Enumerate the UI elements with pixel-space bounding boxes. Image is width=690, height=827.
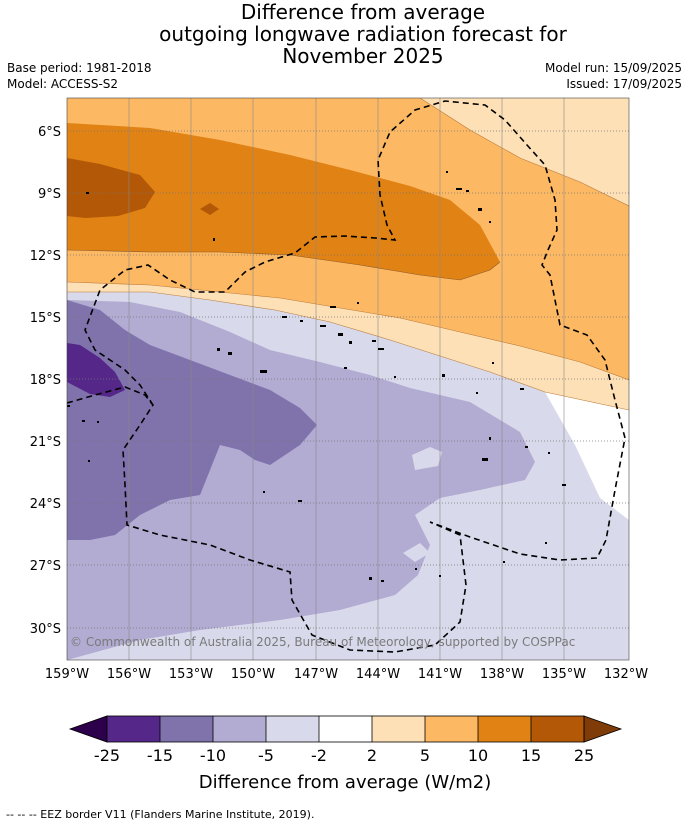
- colorbar-swatch: [266, 716, 319, 742]
- colorbar-swatch: [213, 716, 266, 742]
- lat-label: 12°S: [30, 249, 61, 264]
- colorbar-extend-high: [583, 715, 623, 743]
- model-run: Model run: 15/09/2025: [544, 61, 682, 75]
- map-area: © Commonwealth of Australia 2025, Bureau…: [67, 98, 629, 660]
- lon-label: 144°W: [356, 667, 400, 682]
- lon-label: 135°W: [542, 667, 586, 682]
- lon-label: 150°W: [231, 667, 275, 682]
- colorbar-swatch: [425, 716, 478, 742]
- islands: [67, 171, 566, 582]
- lat-label: 30°S: [30, 622, 61, 637]
- lat-label: 6°S: [38, 125, 61, 140]
- colorbar: -25 -15 -10 -5 -2 2 5 10 15 25 Differenc…: [68, 715, 623, 793]
- lon-label: 159°W: [45, 667, 89, 682]
- copyright-notice: © Commonwealth of Australia 2025, Bureau…: [70, 635, 575, 649]
- olr-plus-10-15: [67, 123, 500, 280]
- olr-hole-2: [403, 543, 430, 562]
- colorbar-tick: -10: [200, 746, 226, 765]
- lon-label: 138°W: [480, 667, 524, 682]
- lat-label: 27°S: [30, 559, 61, 574]
- title-line-3: November 2025: [282, 44, 444, 68]
- colorbar-tick: -25: [94, 746, 120, 765]
- lon-label: 147°W: [294, 667, 338, 682]
- eez-borders: [67, 100, 626, 653]
- lat-label: 21°S: [30, 435, 61, 450]
- colorbar-tick: -2: [311, 746, 327, 765]
- lon-labels: 159°W 156°W 153°W 150°W 147°W 144°W 141°…: [45, 667, 648, 682]
- lat-label: 15°S: [30, 311, 61, 326]
- base-period: Base period: 1981-2018: [7, 61, 152, 75]
- lat-labels: 6°S 9°S 12°S 15°S 18°S 21°S 24°S 27°S 30…: [30, 125, 61, 637]
- colorbar-swatch: [478, 716, 531, 742]
- lon-label: 156°W: [107, 667, 151, 682]
- colorbar-swatch: [372, 716, 425, 742]
- olr-minus-10-15: [67, 300, 317, 540]
- meta-left: Base period: 1981-2018 Model: ACCESS-S2: [7, 60, 152, 92]
- olr-hole-1: [412, 447, 442, 470]
- lon-label: 153°W: [169, 667, 213, 682]
- eez-legend-note: -- -- -- EEZ border V11 (Flanders Marine…: [6, 808, 315, 821]
- map-title: Difference from average outgoing longwav…: [0, 1, 690, 67]
- colorbar-swatch: [160, 716, 213, 742]
- meta-right: Model run: 15/09/2025 Issued: 17/09/2025: [545, 60, 682, 92]
- title-line-2: outgoing longwave radiation forecast for: [159, 22, 567, 46]
- colorbar-tick: 5: [420, 746, 430, 765]
- parallels: [67, 130, 629, 629]
- colorbar-label: Difference from average (W/m2): [199, 772, 491, 793]
- colorbar-swatch: [319, 716, 372, 742]
- lon-label: 141°W: [418, 667, 462, 682]
- colorbar-tick: 25: [574, 746, 594, 765]
- olr-minus-15-25: [67, 343, 125, 397]
- olr-plus-15-25-small: [200, 203, 219, 215]
- model-name: Model: ACCESS-S2: [7, 77, 119, 91]
- colorbar-swatch: [107, 716, 160, 742]
- colorbar-tick: -15: [147, 746, 173, 765]
- colorbar-tick: 15: [521, 746, 541, 765]
- lat-label: 9°S: [38, 187, 61, 202]
- colorbar-swatch: [531, 716, 584, 742]
- lat-label: 24°S: [30, 497, 61, 512]
- title-line-1: Difference from average: [240, 0, 486, 24]
- lat-label: 18°S: [30, 373, 61, 388]
- colorbar-tick: 2: [367, 746, 377, 765]
- colorbar-tick: 10: [468, 746, 488, 765]
- colorbar-extend-low: [68, 715, 108, 743]
- colorbar-tick: -5: [258, 746, 274, 765]
- lon-label: 132°W: [604, 667, 648, 682]
- olr-plus-15-25: [67, 158, 155, 218]
- issued-date: Issued: 17/09/2025: [566, 77, 682, 91]
- map-frame: [66, 97, 630, 661]
